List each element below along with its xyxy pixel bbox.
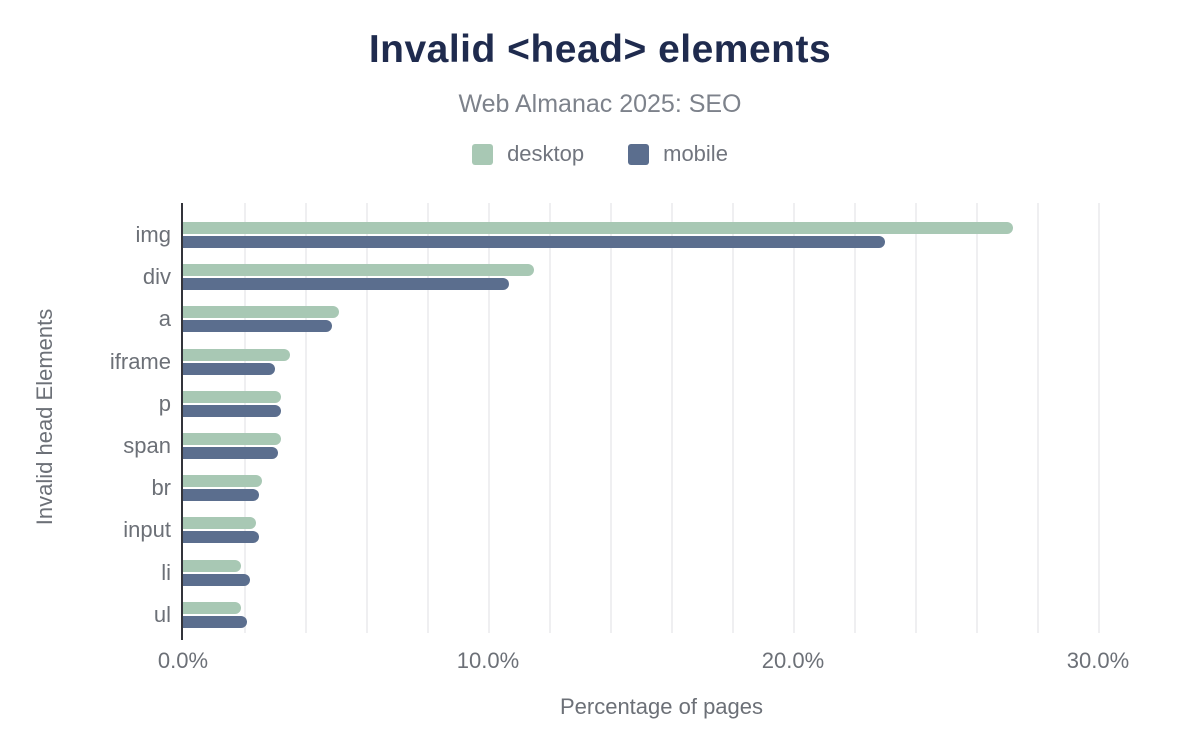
x-tick-10.0%: 10.0% <box>456 648 520 673</box>
legend-swatch-desktop <box>472 143 494 165</box>
bar-desktop-div <box>183 264 534 277</box>
bar-mobile-p <box>183 404 281 417</box>
bar-mobile-ul <box>183 615 248 628</box>
category-label-span: span <box>123 433 171 458</box>
legend-swatch-mobile <box>628 143 650 165</box>
gridline-22 <box>854 203 856 633</box>
bar-desktop-ul <box>183 601 241 614</box>
gridline-4 <box>305 203 307 633</box>
plot-area <box>181 203 1140 640</box>
gridline-30 <box>1098 203 1100 633</box>
bar-desktop-span <box>183 433 281 445</box>
gridline-26 <box>976 203 978 633</box>
category-label-iframe: iframe <box>109 348 171 374</box>
x-tick-0.0%: 0.0% <box>157 648 209 673</box>
category-label-input: input <box>123 517 171 543</box>
bar-mobile-br <box>183 489 260 502</box>
category-label-li: li <box>161 559 171 585</box>
category-label-ul: ul <box>153 601 171 627</box>
category-label-div: div <box>142 264 171 290</box>
bar-desktop-li <box>183 559 241 572</box>
gridline-16 <box>671 203 673 633</box>
category-label-br: br <box>151 475 171 501</box>
bar-mobile-input <box>183 531 260 544</box>
legend-label: desktop <box>507 141 585 166</box>
bar-desktop-iframe <box>183 348 290 361</box>
x-tick-20.0%: 20.0% <box>761 648 825 673</box>
legend-item-mobile[interactable]: mobile <box>628 141 728 167</box>
x-axis-title: Percentage of pages <box>559 694 764 719</box>
legend-label: mobile <box>663 141 728 166</box>
bar-mobile-li <box>183 573 251 586</box>
legend-item-desktop[interactable]: desktop <box>472 141 584 167</box>
gridline-28 <box>1037 203 1039 633</box>
category-label-img: img <box>135 222 171 247</box>
gridline-14 <box>610 203 612 633</box>
gridline-6 <box>366 203 368 633</box>
bar-mobile-iframe <box>183 362 275 375</box>
x-tick-30.0%: 30.0% <box>1066 648 1130 673</box>
category-label-a: a <box>158 306 171 332</box>
bar-desktop-p <box>183 390 281 403</box>
bar-desktop-a <box>183 306 339 319</box>
bar-mobile-span <box>183 447 278 459</box>
bar-desktop-br <box>183 475 263 488</box>
chart-subtitle: Web Almanac 2025: SEO <box>458 90 742 118</box>
gridline-12 <box>549 203 551 633</box>
gridline-8 <box>427 203 429 633</box>
legend: desktop mobile <box>0 141 1200 167</box>
gridline-18 <box>732 203 734 633</box>
gridline-10 <box>488 203 490 633</box>
y-axis-line <box>181 203 183 640</box>
bar-mobile-a <box>183 320 333 333</box>
bar-mobile-div <box>183 278 510 291</box>
gridline-24 <box>915 203 917 633</box>
gridline-20 <box>793 203 795 633</box>
bar-desktop-img <box>183 222 1013 234</box>
chart-title: Invalid <head> elements <box>368 28 832 71</box>
bar-desktop-input <box>183 517 257 530</box>
bar-mobile-img <box>183 236 885 248</box>
gridline-2 <box>244 203 246 633</box>
category-label-p: p <box>158 390 171 416</box>
